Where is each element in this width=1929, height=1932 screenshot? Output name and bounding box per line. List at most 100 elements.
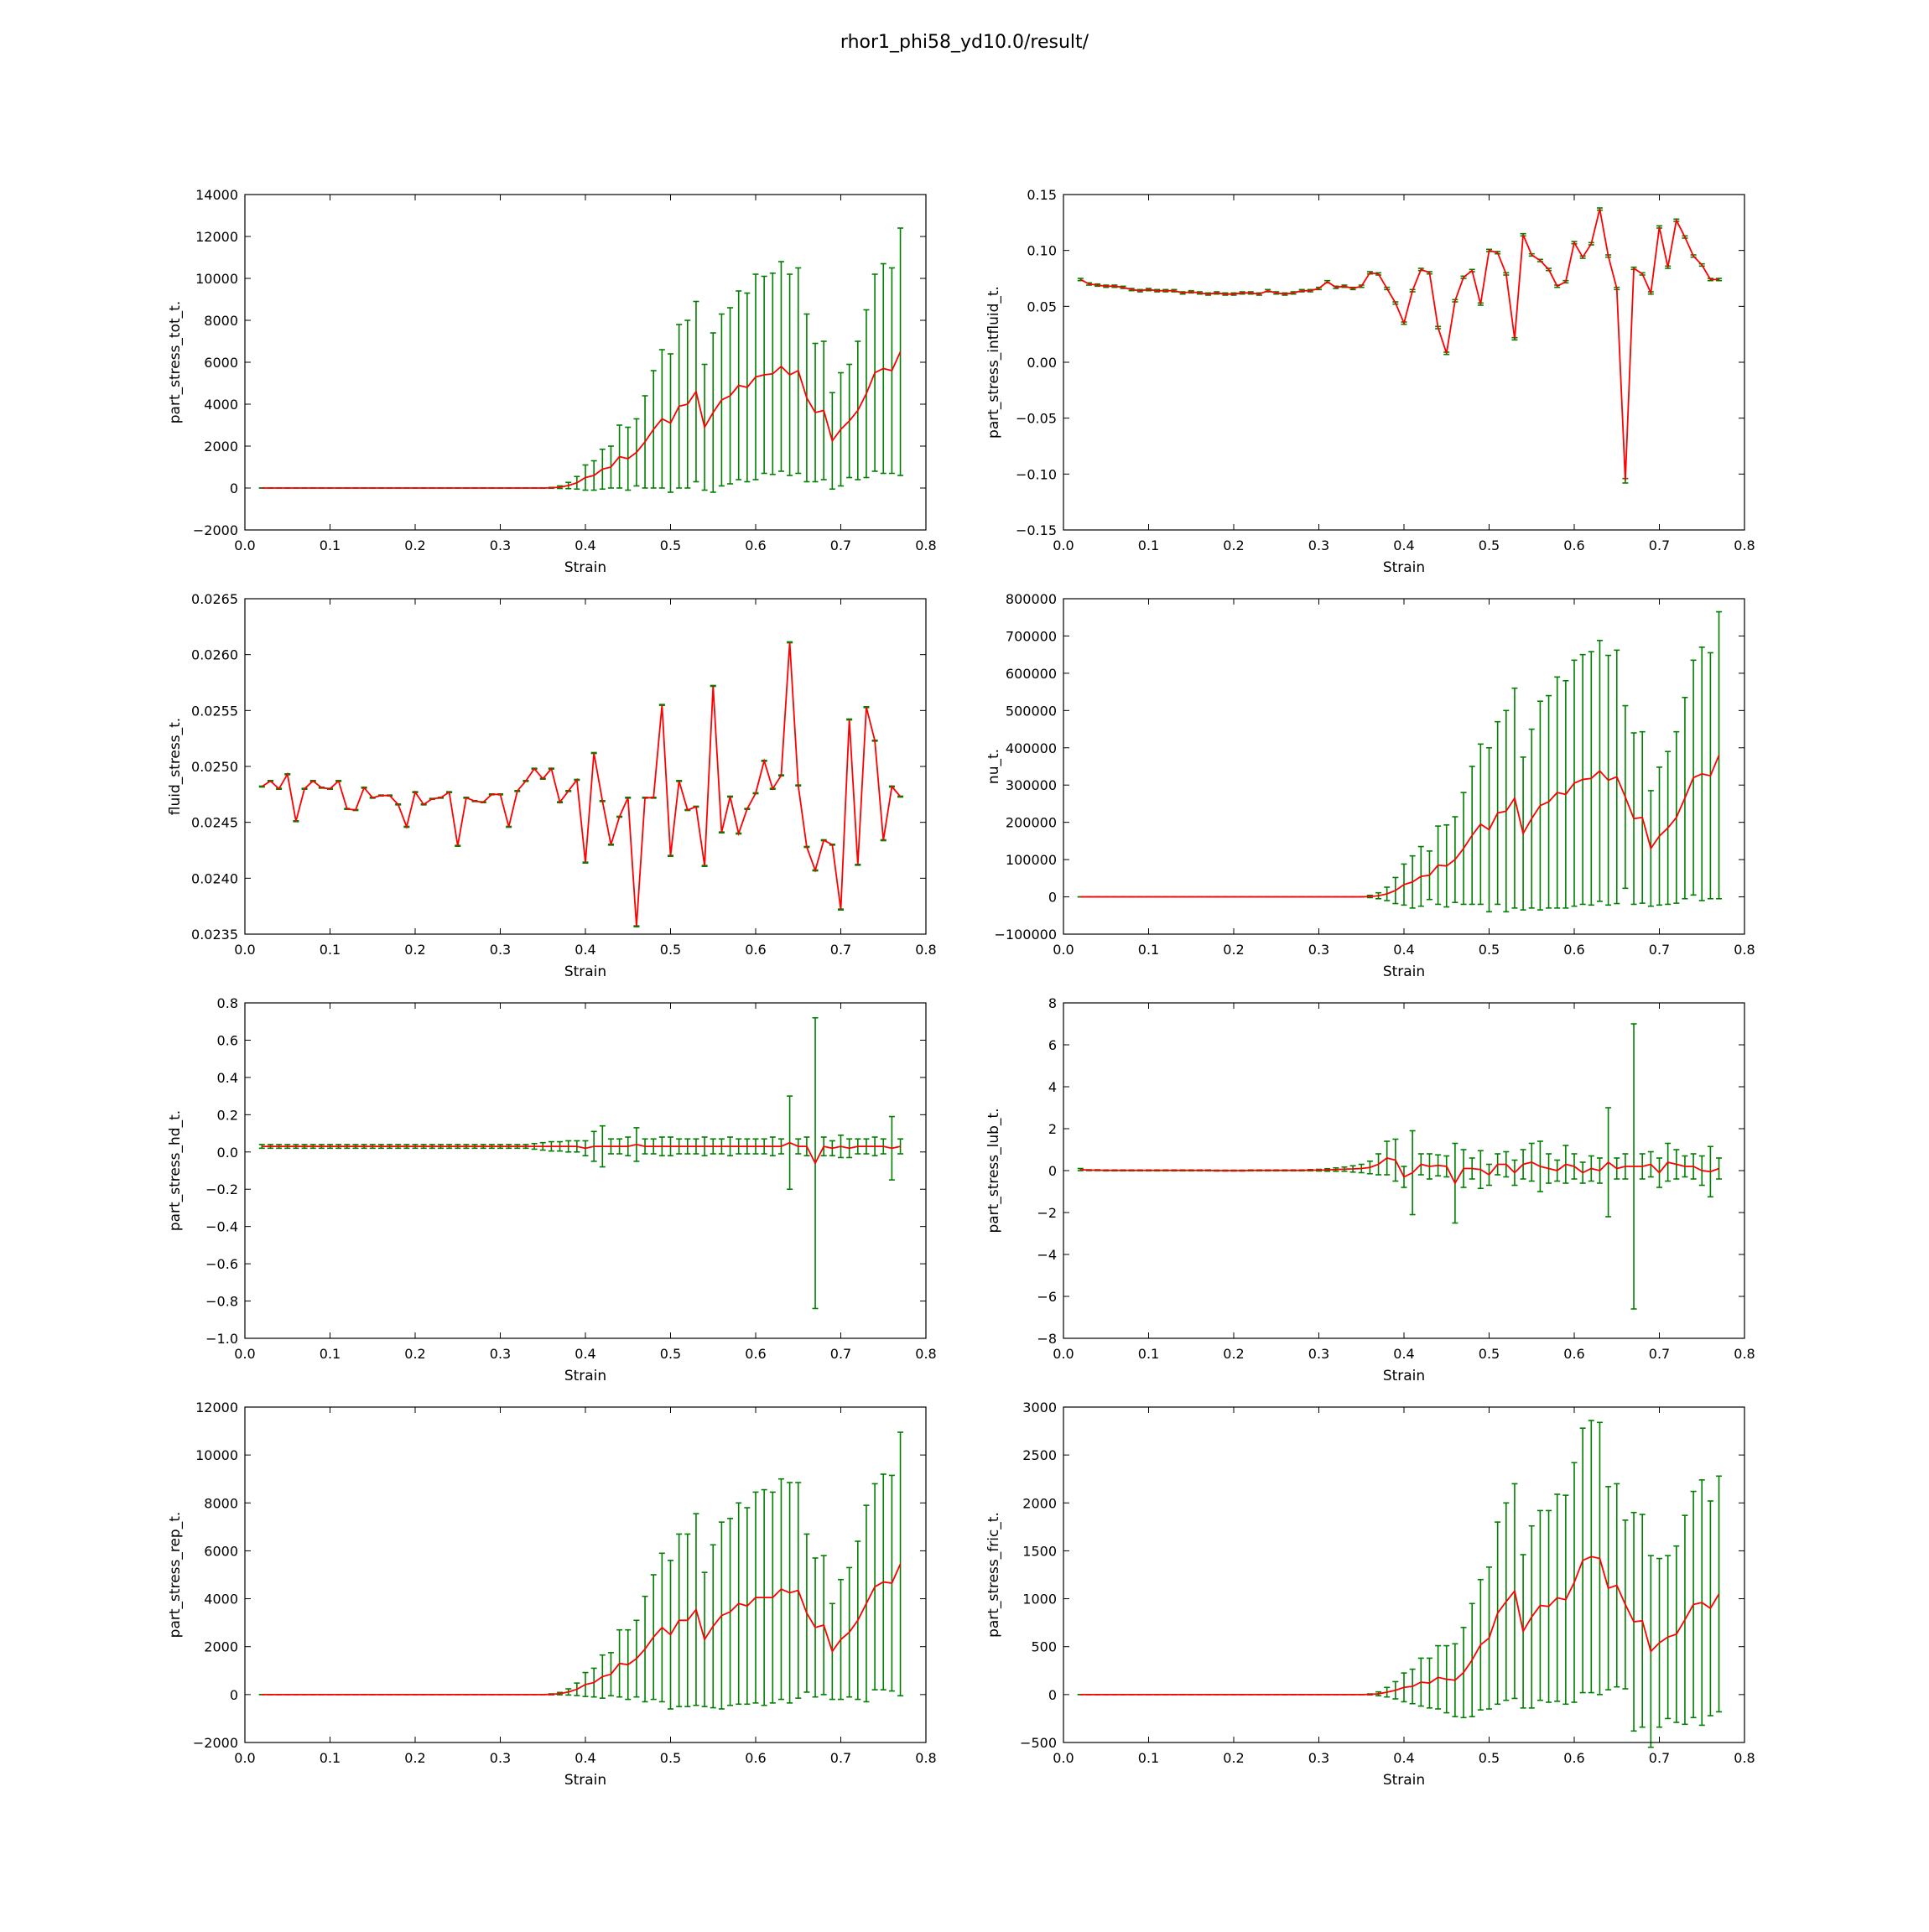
x-axis-label: Strain — [1383, 1772, 1425, 1789]
x-axis-label: Strain — [1383, 1368, 1425, 1384]
y-tick-label: 600000 — [1006, 666, 1057, 682]
x-tick-label: 0.3 — [1308, 538, 1329, 553]
x-tick-label: 0.1 — [320, 942, 341, 958]
axes-frame — [244, 598, 927, 935]
y-axis-label: part_stress_tot_t. — [167, 301, 184, 423]
x-tick-label: 0.8 — [1734, 942, 1755, 958]
x-tick-label: 0.2 — [1223, 1750, 1244, 1766]
subplot-part_stress_hd_t: 0.0 0.1 0.2 0.3 0.4 0.5 0.6 0.7 0.8 −1.0 −0.8 −0.6 −… — [167, 995, 937, 1384]
x-tick-label: 0.6 — [1563, 1750, 1584, 1766]
y-tick-label: 0.0245 — [191, 815, 238, 831]
y-tick-label: 6 — [1048, 1037, 1057, 1053]
y-tick-label: 0.15 — [1027, 187, 1057, 203]
y-tick-label: 0.0235 — [191, 927, 238, 943]
x-axis-label: Strain — [1383, 963, 1425, 980]
y-tick-label: −6 — [1037, 1289, 1057, 1305]
y-tick-label: 6000 — [204, 1543, 238, 1559]
x-tick-label: 0.7 — [830, 1750, 851, 1766]
x-tick-label: 0.5 — [660, 1346, 681, 1362]
y-tick-label: −0.8 — [205, 1294, 238, 1310]
subplot-fluid_stress_t: 0.0 0.1 0.2 0.3 0.4 0.5 0.6 0.7 0.8 0.0235 0.0240 0… — [167, 591, 937, 980]
y-tick-label: 2500 — [1022, 1447, 1057, 1463]
x-tick-label: 0.0 — [234, 538, 255, 553]
x-axis-label: Strain — [564, 1368, 606, 1384]
subplot-nu_t: 0.0 0.1 0.2 0.3 0.4 0.5 0.6 0.7 0.8 −100000 0 10000… — [985, 591, 1755, 980]
y-tick-label: 2 — [1048, 1121, 1057, 1137]
y-tick-label: 100000 — [1006, 852, 1057, 868]
y-tick-label: 0.4 — [217, 1070, 238, 1086]
x-tick-label: 0.8 — [915, 1750, 936, 1766]
x-tick-label: 0.8 — [915, 942, 936, 958]
x-tick-label: 0.1 — [320, 1346, 341, 1362]
y-tick-label: 0 — [230, 480, 238, 496]
x-tick-label: 0.7 — [1649, 1346, 1670, 1362]
x-tick-label: 0.8 — [1734, 1750, 1755, 1766]
errorbars — [1077, 610, 1723, 913]
errorbars — [258, 1016, 904, 1310]
x-tick-label: 0.6 — [1563, 1346, 1584, 1362]
y-tick-label: 500000 — [1006, 703, 1057, 719]
x-tick-label: 0.2 — [404, 1346, 425, 1362]
data-line — [1079, 209, 1719, 481]
x-tick-label: 0.7 — [1649, 942, 1670, 958]
x-tick-label: 0.3 — [1308, 942, 1329, 958]
y-tick-label: 0 — [1048, 1687, 1057, 1703]
y-tick-label: 0.10 — [1027, 243, 1057, 259]
x-tick-label: 0.7 — [1649, 1750, 1670, 1766]
axes-frame — [1063, 194, 1745, 531]
y-tick-label: 2000 — [204, 439, 238, 454]
y-tick-label: −0.05 — [1016, 411, 1057, 427]
x-axis-label: Strain — [564, 963, 606, 980]
y-tick-label: −100000 — [995, 927, 1057, 943]
x-tick-label: 0.3 — [490, 1750, 511, 1766]
y-tick-label: −0.10 — [1016, 466, 1057, 482]
x-tick-label: 0.1 — [1138, 1750, 1159, 1766]
x-tick-label: 0.5 — [1479, 1750, 1500, 1766]
y-tick-label: 0.05 — [1027, 299, 1057, 314]
y-tick-label: 14000 — [195, 187, 238, 203]
x-tick-label: 0.6 — [745, 1346, 766, 1362]
x-tick-label: 0.5 — [660, 942, 681, 958]
x-tick-label: 0.6 — [1563, 538, 1584, 553]
x-tick-label: 0.6 — [745, 1750, 766, 1766]
y-tick-label: 300000 — [1006, 777, 1057, 793]
y-tick-label: 0.0 — [217, 1145, 238, 1161]
y-axis-label: part_stress_rep_t. — [167, 1512, 184, 1639]
y-axis-label: part_stress_fric_t. — [985, 1512, 1002, 1638]
x-tick-label: 0.3 — [1308, 1750, 1329, 1766]
x-tick-label: 0.4 — [1393, 538, 1414, 553]
y-tick-label: −1.0 — [205, 1331, 238, 1347]
y-tick-label: 0.0240 — [191, 870, 238, 886]
y-tick-label: 0 — [230, 1687, 238, 1703]
subplot-part_stress_rep_t: 0.0 0.1 0.2 0.3 0.4 0.5 0.6 0.7 0.8 −2000 0 2000 400… — [167, 1400, 937, 1789]
data-line — [1080, 1157, 1719, 1185]
x-tick-label: 0.4 — [575, 1750, 595, 1766]
y-tick-label: 8000 — [204, 313, 238, 329]
data-line — [262, 1563, 902, 1696]
y-tick-label: 1000 — [1022, 1592, 1057, 1607]
x-tick-label: 0.6 — [1563, 942, 1584, 958]
y-tick-label: 4000 — [204, 397, 238, 413]
data-line — [261, 641, 902, 927]
x-tick-label: 0.1 — [1138, 942, 1159, 958]
x-tick-label: 0.7 — [1649, 538, 1670, 553]
x-tick-label: 0.2 — [1223, 538, 1244, 553]
y-tick-label: 10000 — [195, 1447, 238, 1463]
y-tick-label: 0.0260 — [191, 647, 238, 663]
y-tick-label: 800000 — [1006, 591, 1057, 607]
figure-title: rhor1_phi58_yd10.0/result/ — [840, 32, 1089, 53]
y-tick-label: 8 — [1048, 995, 1057, 1011]
y-axis-label: part_stress_lub_t. — [985, 1108, 1002, 1233]
y-tick-label: 12000 — [195, 229, 238, 245]
x-tick-label: 0.0 — [1053, 1346, 1074, 1362]
errorbars — [1077, 207, 1723, 484]
y-tick-label: −2000 — [193, 522, 238, 538]
x-tick-label: 0.3 — [490, 1346, 511, 1362]
x-tick-label: 0.3 — [490, 942, 511, 958]
x-tick-label: 0.8 — [915, 1346, 936, 1362]
y-tick-label: 10000 — [195, 271, 238, 287]
x-tick-label: 0.0 — [234, 1750, 255, 1766]
errorbars — [258, 641, 904, 927]
x-tick-label: 0.2 — [404, 942, 425, 958]
data-line — [262, 1141, 901, 1166]
